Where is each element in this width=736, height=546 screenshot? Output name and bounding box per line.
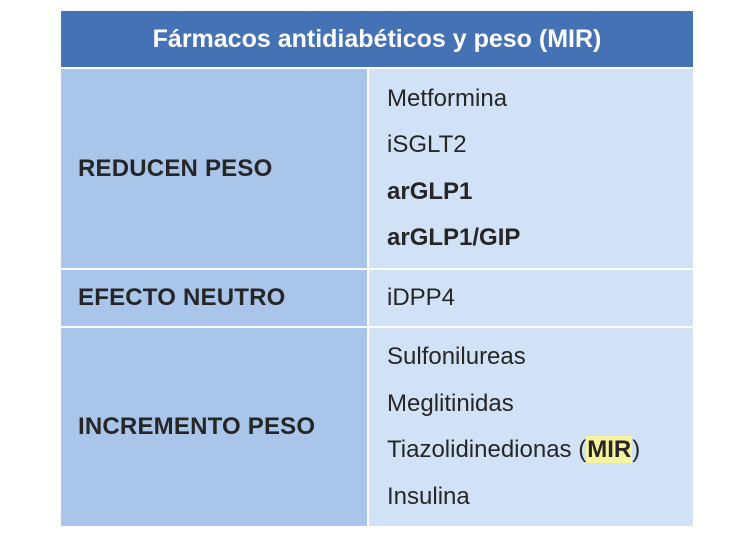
- drug-idpp4: iDPP4: [387, 283, 456, 311]
- drug-list-incremento-peso: Sulfonilureas Meglitinidas Tiazolidinedi…: [369, 328, 693, 526]
- drug-list-efecto-neutro: iDPP4: [369, 270, 693, 326]
- mir-open-paren: (: [578, 436, 587, 463]
- mir-close-paren: ): [632, 436, 641, 463]
- drug-metformina: Metformina: [387, 84, 508, 112]
- drug-list-reducen-peso: Metformina iSGLT2 arGLP1 arGLP1/GIP: [369, 69, 693, 268]
- drug-sulfonilureas: Sulfonilureas: [387, 343, 526, 370]
- drug-tiazolidinedionas-row: Tiazolidinedionas (MIR): [387, 427, 693, 474]
- drug-arglp1-gip: arGLP1/GIP: [387, 224, 521, 251]
- category-reducen-peso: REDUCEN PESO: [61, 69, 367, 268]
- drug-meglitinidas: Meglitinidas: [387, 389, 514, 417]
- drug-isglt2: iSGLT2: [387, 131, 467, 158]
- category-efecto-neutro: EFECTO NEUTRO: [61, 270, 367, 326]
- mir-highlight: MIR: [586, 436, 633, 463]
- category-incremento-peso: INCREMENTO PESO: [61, 328, 367, 526]
- drug-tiazolidinedionas: Tiazolidinedionas: [387, 436, 572, 463]
- drug-insulina: Insulina: [387, 482, 470, 510]
- antidiabetic-weight-table: Fármacos antidiabéticos y peso (MIR) RED…: [61, 11, 693, 526]
- drug-arglp1: arGLP1: [387, 177, 473, 205]
- table-title: Fármacos antidiabéticos y peso (MIR): [61, 11, 693, 67]
